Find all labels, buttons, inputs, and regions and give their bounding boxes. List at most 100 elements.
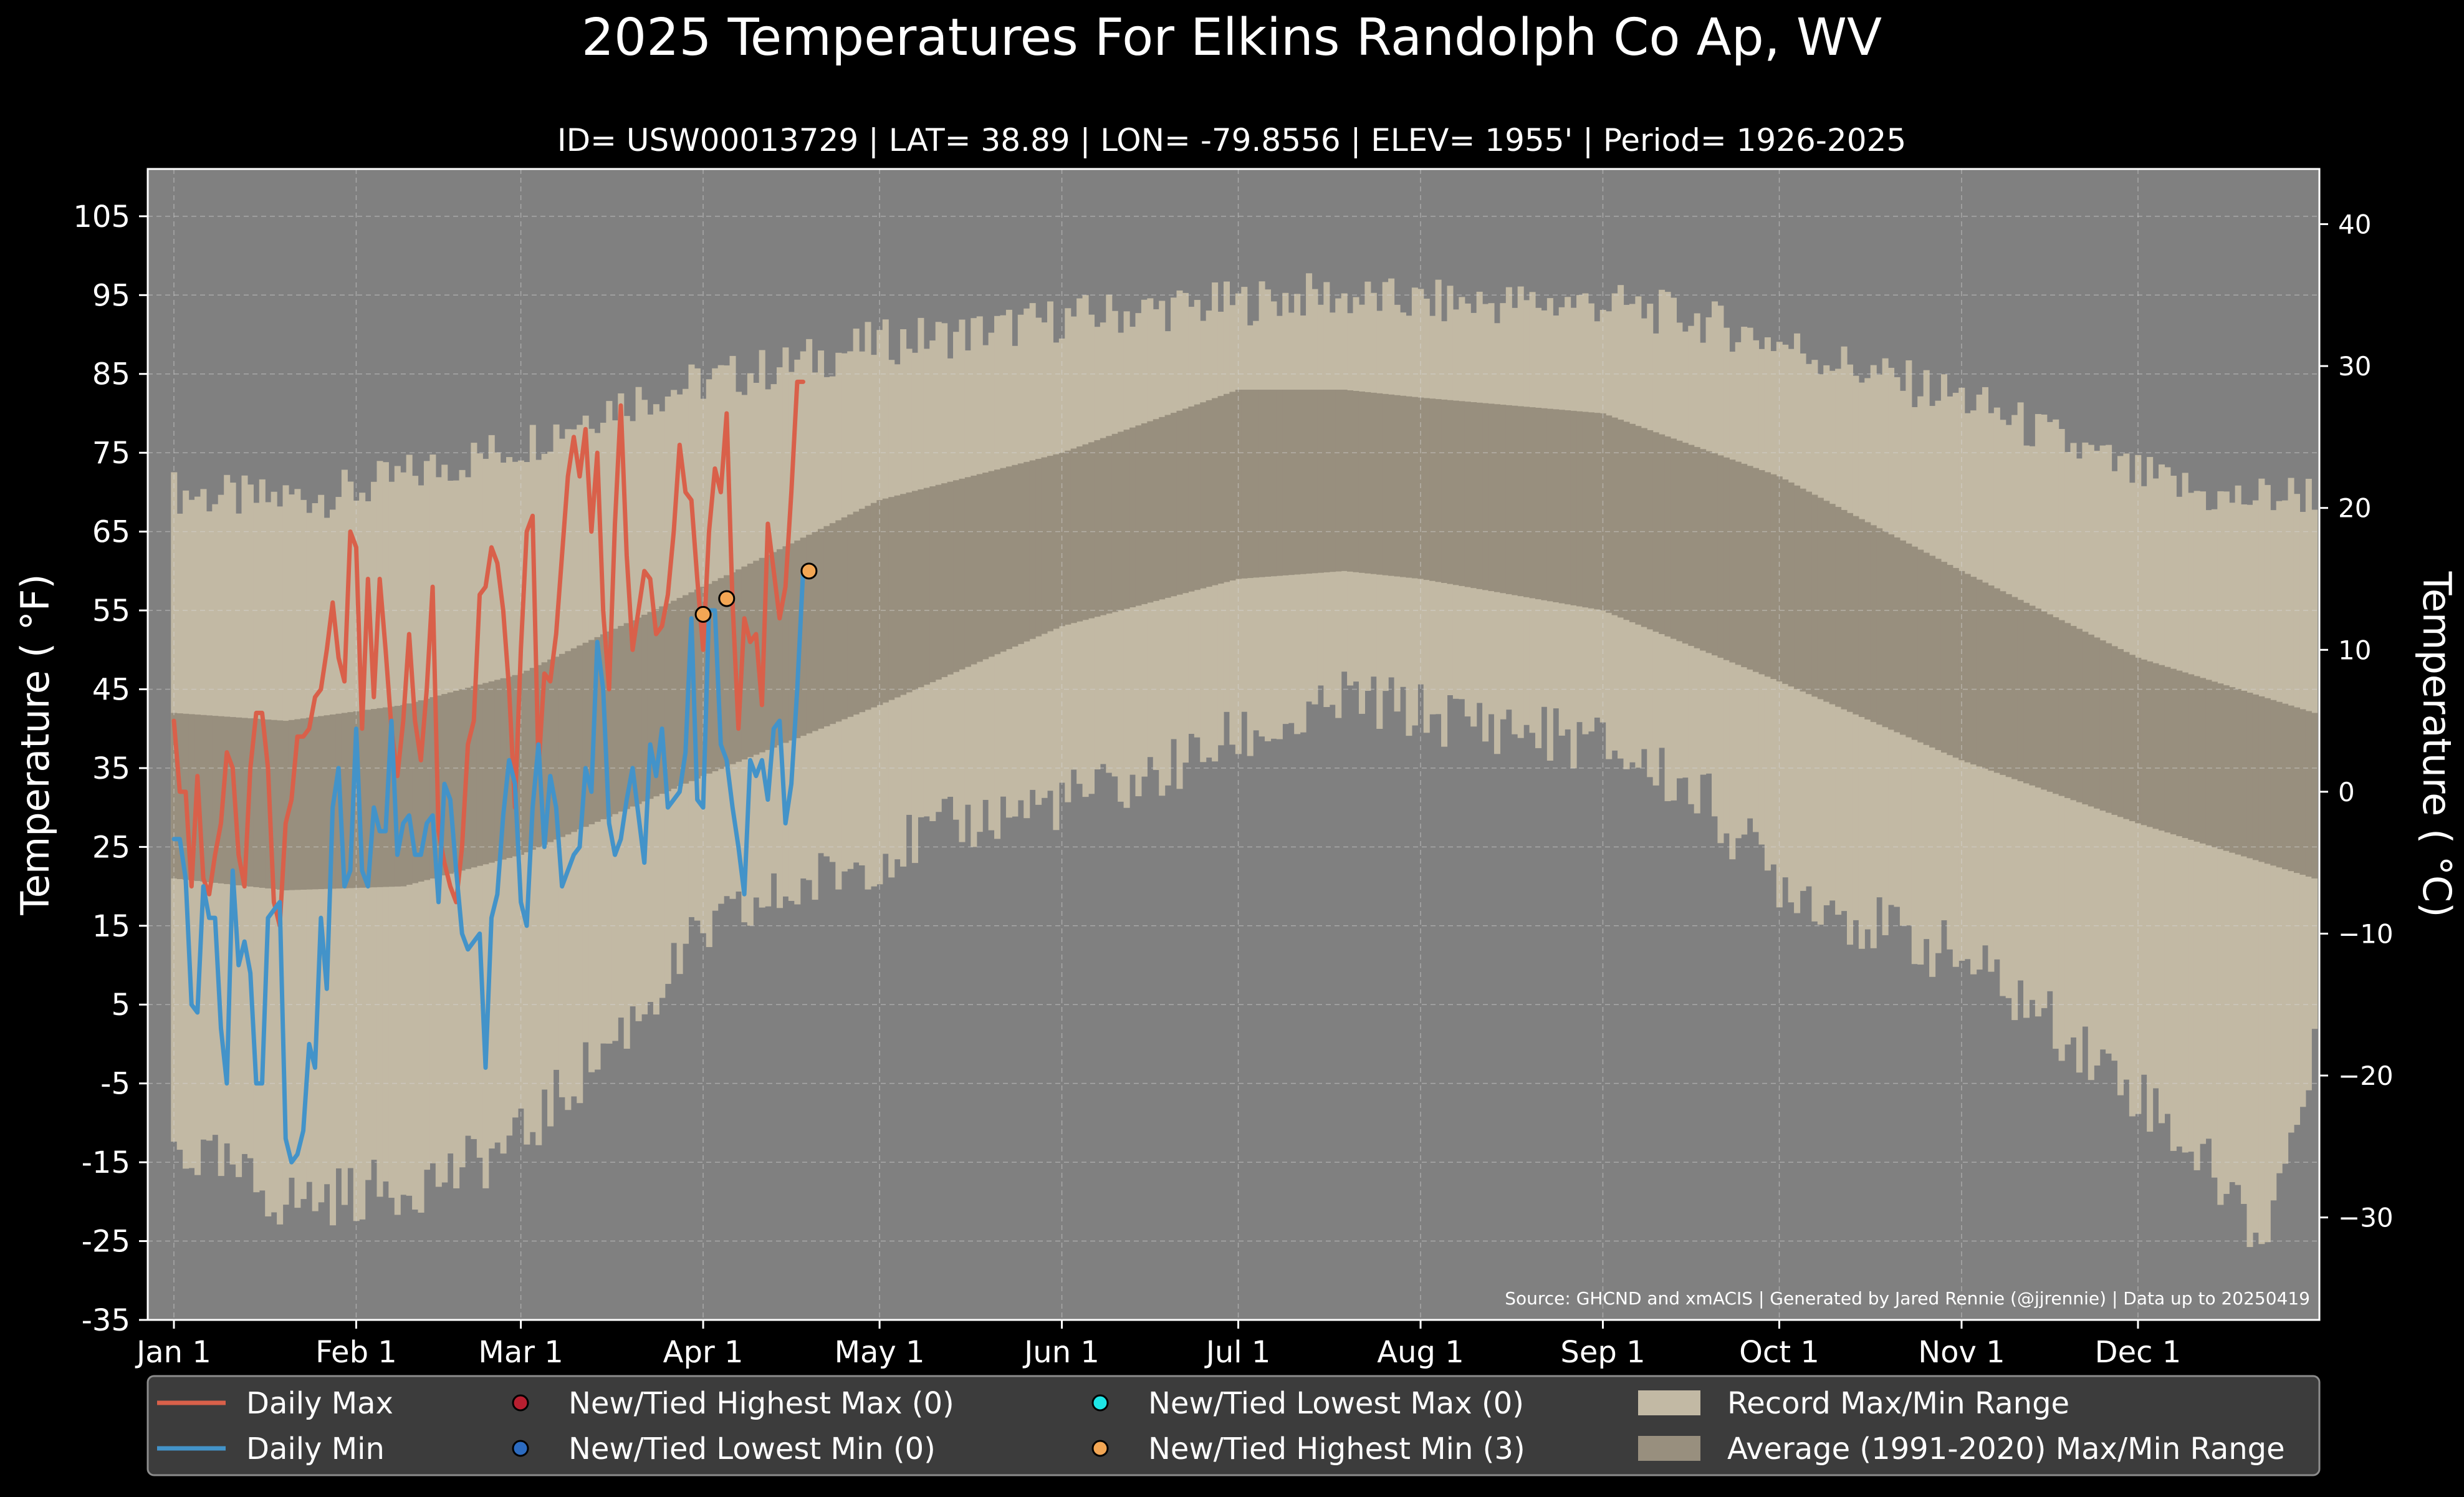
average-range-bar: [1400, 395, 1407, 577]
average-range-bar: [1970, 577, 1977, 765]
average-range-bar: [994, 469, 1001, 655]
legend-label: Record Max/Min Range: [1727, 1386, 2069, 1421]
average-range-bar: [741, 566, 748, 760]
average-range-bar: [1952, 567, 1959, 758]
average-range-bar: [706, 584, 712, 774]
average-range-bar: [1094, 440, 1101, 617]
average-range-bar: [1641, 428, 1647, 627]
average-range-bar: [176, 713, 183, 879]
average-range-bar: [1629, 423, 1636, 623]
average-range-bar: [547, 659, 554, 842]
average-range-bar: [558, 653, 565, 837]
plot-frame: [146, 168, 2321, 1321]
average-range-bar: [1335, 390, 1342, 572]
legend-label: Daily Max: [246, 1386, 393, 1421]
average-range-bar: [1382, 393, 1389, 575]
average-range-bar: [1488, 403, 1495, 592]
average-range-bar: [794, 540, 801, 738]
average-range-bar: [429, 697, 436, 878]
average-range-bar: [653, 609, 659, 797]
average-range-bar: [929, 486, 936, 683]
average-range-bar: [1923, 552, 1930, 745]
average-range-bar: [2241, 691, 2248, 857]
average-range-bar: [541, 662, 548, 845]
y-axis-celsius: 40 30 20 10 0 −10 −20 −30: [2319, 209, 2394, 1233]
y-tick-label-c: 20: [2338, 493, 2371, 524]
average-range-bar: [1565, 410, 1571, 605]
average-range-bar: [2200, 678, 2207, 844]
average-range-bar: [818, 529, 825, 729]
average-range-bar: [353, 711, 360, 888]
average-range-bar: [494, 680, 501, 862]
average-range-bar: [1858, 519, 1865, 717]
average-range-bar: [1100, 438, 1106, 615]
average-range-bar: [1623, 421, 1630, 620]
average-range-bar: [964, 477, 971, 667]
average-range-bar: [1705, 451, 1712, 653]
average-range-bar: [2011, 597, 2018, 779]
average-range-bar: [471, 686, 477, 868]
average-range-bar: [388, 706, 395, 887]
average-range-bar: [1647, 430, 1654, 630]
average-range-bar: [2046, 614, 2053, 792]
average-range-bar: [565, 651, 572, 835]
average-range-bar: [1770, 474, 1777, 680]
average-range-bar: [1005, 466, 1012, 650]
average-range-bar: [1441, 399, 1448, 583]
average-range-bar: [459, 689, 466, 871]
x-axis-months: Jan 1 Feb 1 Mar 1 Apr 1 May 1 Jun 1 Jul 1 Aug 1…: [135, 1320, 2181, 1370]
average-range-bar: [476, 684, 483, 866]
average-range-bar: [1659, 434, 1666, 634]
source-note: Source: GHCND and xmACIS | Generated by …: [1505, 1288, 2310, 1309]
average-range-bar: [1811, 494, 1818, 697]
average-range-bar: [1846, 513, 1854, 712]
average-range-bar: [2229, 687, 2236, 853]
y-tick-label-f: 95: [92, 278, 130, 313]
average-range-bar: [1553, 409, 1560, 602]
average-range-bar: [1376, 393, 1383, 575]
average-range-bar: [2082, 632, 2089, 805]
average-range-bar: [1870, 525, 1877, 723]
x-tick-label: Nov 1: [1918, 1335, 2005, 1370]
average-range-bar: [1700, 449, 1707, 651]
average-range-bar: [2106, 643, 2112, 813]
record-highest-min-point: [800, 562, 818, 580]
y-tick-label-f: 25: [92, 830, 130, 865]
average-range-bar: [1053, 454, 1060, 629]
legend-patch-swatch: [1638, 1436, 1700, 1461]
average-range-bar: [253, 718, 260, 887]
average-range-bar: [1276, 390, 1283, 576]
average-range-bar: [770, 552, 777, 748]
y-tick-label-f: 85: [92, 357, 130, 392]
average-range-bar: [1929, 556, 1936, 748]
average-range-bar: [2270, 700, 2277, 866]
average-range-bar: [906, 492, 913, 693]
average-range-bar: [1065, 450, 1071, 625]
average-range-bar: [1535, 407, 1542, 600]
average-range-bar: [529, 668, 536, 850]
average-range-bar: [241, 718, 248, 886]
average-range-bar: [694, 589, 701, 779]
average-range-bar: [812, 532, 818, 731]
average-range-bar: [729, 572, 736, 764]
y-tick-label-f: -5: [100, 1067, 130, 1102]
average-range-bar: [359, 710, 366, 888]
average-range-bar: [224, 716, 231, 884]
average-range-bar: [647, 612, 654, 799]
average-range-bar: [700, 587, 707, 776]
chart-subtitle: ID= USW00013729 | LAT= 38.89 | LON= -79.…: [557, 122, 1906, 158]
average-range-bar: [1894, 537, 1901, 733]
average-range-bar: [2293, 707, 2301, 874]
average-range-bar: [1194, 404, 1201, 590]
average-range-bar: [2159, 665, 2165, 831]
average-range-bar: [1493, 404, 1500, 592]
average-range-bar: [1135, 425, 1142, 606]
y-tick-label-f: -15: [82, 1145, 130, 1180]
average-range-bar: [200, 715, 207, 882]
legend-box: [146, 1375, 2321, 1476]
average-range-bar: [765, 555, 772, 750]
average-range-bar: [447, 692, 454, 874]
y-tick-label-f: 15: [92, 909, 130, 944]
average-range-bar: [277, 720, 284, 890]
average-range-bar: [1358, 391, 1365, 573]
